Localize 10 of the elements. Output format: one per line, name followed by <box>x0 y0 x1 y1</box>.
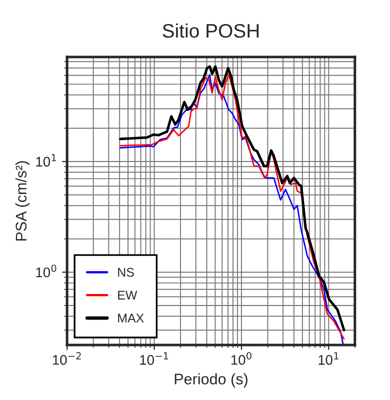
legend-label: EW <box>118 290 138 300</box>
y-axis-title: PSA (cm/s²) <box>15 161 30 240</box>
x-axis-title: Periodo (s) <box>174 373 248 388</box>
legend-label: NS <box>118 268 134 277</box>
x-tick-label: 10$^{0}$ <box>231 352 252 365</box>
chart-title: Sitio POSH <box>162 23 259 38</box>
legend-label: MAX <box>118 314 144 322</box>
x-tick-label: 10$^{−1}$ <box>140 352 168 365</box>
x-tick-label: 10$^{1}$ <box>318 352 338 365</box>
x-tick-label: 10$^{−2}$ <box>52 352 81 365</box>
